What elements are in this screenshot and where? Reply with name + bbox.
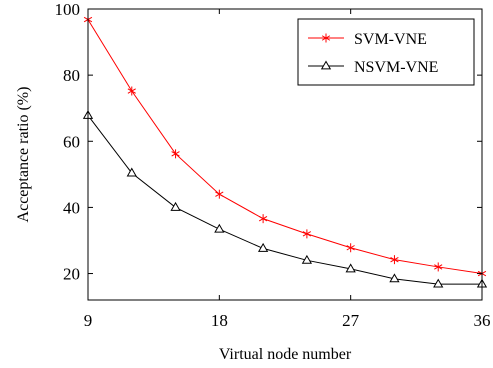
series-svm-vne xyxy=(83,15,487,279)
y-tick-label: 80 xyxy=(63,66,80,85)
legend-marker xyxy=(320,60,332,70)
data-point xyxy=(434,262,443,272)
y-tick-label: 40 xyxy=(63,198,80,217)
data-point xyxy=(171,149,180,159)
plot-area xyxy=(82,15,488,288)
data-point xyxy=(170,201,181,211)
y-tick-label: 100 xyxy=(55,0,81,19)
legend-label: NSVM-VNE xyxy=(354,59,438,76)
data-point xyxy=(127,86,136,96)
x-axis-label: Virtual node number xyxy=(219,346,352,363)
x-tick-label: 36 xyxy=(474,311,491,330)
x-tick-label: 27 xyxy=(342,311,360,330)
data-point xyxy=(257,242,269,252)
data-point xyxy=(301,254,313,264)
data-point xyxy=(215,189,224,199)
data-point xyxy=(390,255,399,265)
data-point xyxy=(433,278,444,288)
legend-item: NSVM-VNE xyxy=(308,59,438,76)
legend-label: SVM-VNE xyxy=(354,31,427,48)
legend: SVM-VNE NSVM-VNE xyxy=(297,18,475,86)
legend-marker xyxy=(321,33,331,43)
legend-item: SVM-VNE xyxy=(308,31,427,48)
series-line xyxy=(87,115,482,285)
plot-frame xyxy=(87,8,483,301)
data-point xyxy=(302,229,312,239)
y-tick-label: 60 xyxy=(63,132,80,151)
y-axis-label: Acceptance ratio (%) xyxy=(15,87,32,223)
series-line xyxy=(87,19,483,275)
data-point xyxy=(389,273,400,283)
data-point xyxy=(345,263,356,273)
y-tick-label: 20 xyxy=(63,265,80,284)
x-tick-label: 18 xyxy=(211,311,228,330)
legend-box xyxy=(297,18,475,86)
data-point xyxy=(126,167,137,177)
data-point xyxy=(258,214,268,224)
data-point xyxy=(214,223,225,233)
data-point xyxy=(346,243,355,253)
series-nsvm-vne xyxy=(82,109,488,288)
x-tick-label: 9 xyxy=(84,311,93,330)
axis-ticks: 9 18 27 36 20 40 60 80 100 xyxy=(55,0,491,330)
